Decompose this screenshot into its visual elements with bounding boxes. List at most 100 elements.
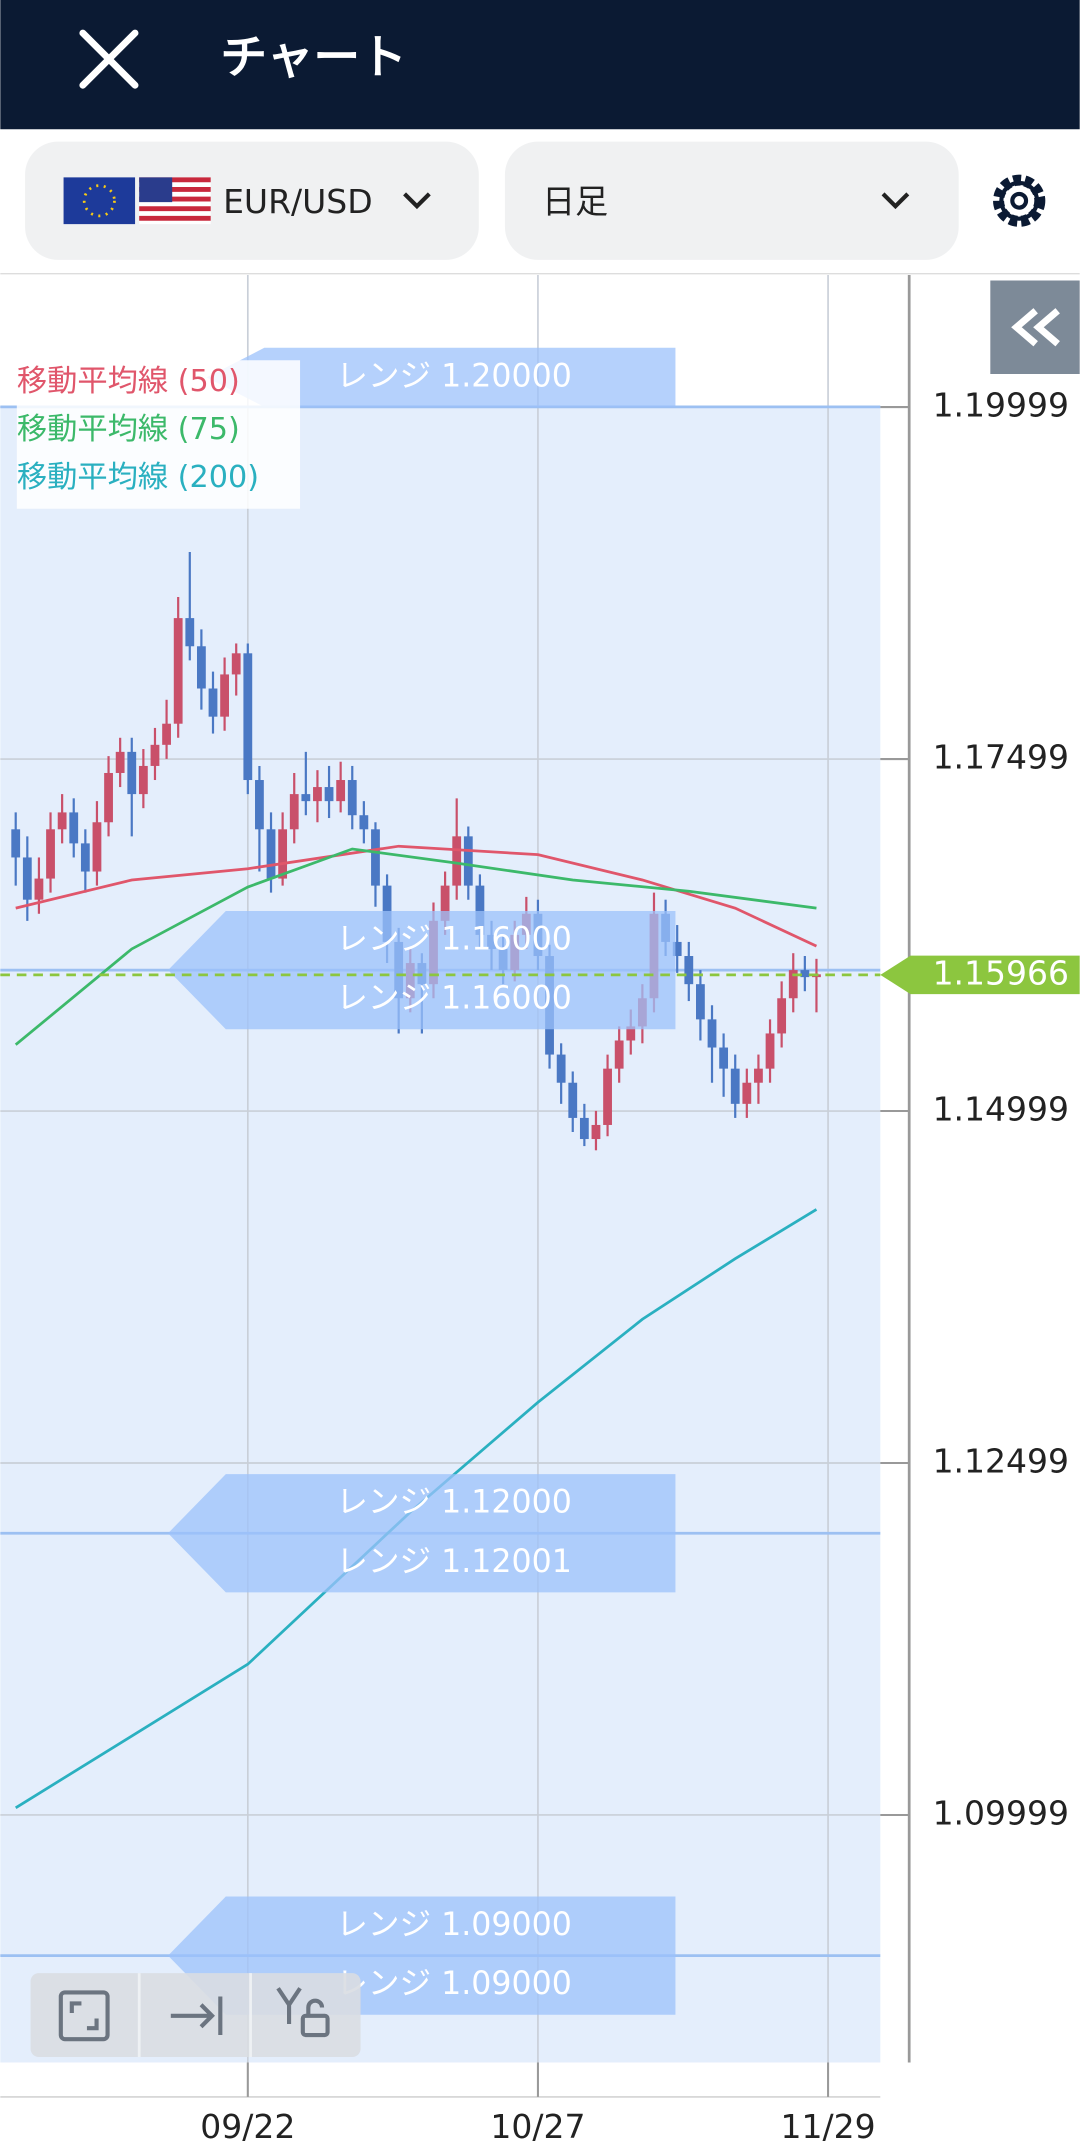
range-label: レンジ 1.09000 [336, 1907, 572, 1943]
y-tick-label: 1.14999 [933, 1090, 1069, 1129]
candle-body [719, 1047, 729, 1069]
candle-body [34, 878, 44, 900]
collapse-button[interactable] [990, 280, 1080, 375]
y-tick-label: 1.12499 [933, 1442, 1069, 1481]
candle-body [452, 836, 462, 886]
flag-canton [139, 177, 173, 203]
candle-body [568, 1082, 578, 1118]
legend-entry: 移動平均線 (75) [17, 412, 240, 447]
scroll-end-icon [170, 1996, 223, 2035]
candle-body [788, 970, 798, 999]
range-label-box [206, 347, 676, 407]
candle-body [336, 780, 346, 802]
lock-shackle [306, 1998, 325, 2016]
fit-button[interactable] [58, 1990, 110, 2042]
legend-bg [16, 360, 301, 509]
app-bar [0, 0, 1080, 130]
candle-body [57, 812, 67, 830]
bottom-tools [30, 1973, 361, 2057]
x-tick-label: 11/29 [781, 2107, 876, 2146]
candle-body [603, 1068, 612, 1125]
range-label: レンジ 1.16000 [336, 922, 572, 958]
candle-body [150, 744, 160, 766]
pair-selector[interactable] [25, 141, 479, 260]
candle-body [243, 653, 253, 781]
lock-body [300, 2013, 330, 2038]
candle-body [313, 787, 322, 802]
candle-body [127, 751, 137, 795]
fit-icon-arrows [69, 2001, 99, 2031]
candle-body [266, 829, 276, 879]
candle-body [115, 751, 125, 773]
x-tick-label: 09/22 [200, 2107, 295, 2146]
range-area [0, 407, 881, 2063]
chevron-down [403, 192, 431, 210]
fit-icon [58, 1990, 110, 2042]
candle-body [556, 1054, 566, 1083]
close-button[interactable] [79, 29, 139, 89]
candle-body [614, 1040, 624, 1069]
candle-body [359, 815, 369, 830]
candle-body [707, 1019, 717, 1048]
candle-body [730, 1068, 740, 1104]
candle-body [231, 653, 241, 675]
timeframe-label: 日足 [542, 182, 608, 221]
range-label-box [168, 1474, 676, 1593]
candle-body [301, 794, 311, 802]
candle-body [347, 780, 357, 816]
y-lock-button[interactable] [276, 1987, 330, 2038]
x-tick-label: 10/27 [490, 2107, 585, 2146]
candle-body [162, 723, 171, 745]
candle-body [185, 618, 195, 647]
eu-flag [63, 177, 136, 225]
range-label: レンジ 1.12001 [336, 1544, 572, 1580]
candle-body [104, 772, 113, 823]
collapse-icon [1011, 308, 1060, 347]
range-label: レンジ 1.09000 [336, 1966, 572, 2002]
range-label: レンジ 1.16000 [336, 981, 572, 1017]
ma-line [14, 847, 817, 1046]
app-title: チャート [220, 31, 407, 85]
candle-body [371, 829, 380, 886]
candle-body [777, 998, 787, 1034]
legend-entry: 移動平均線 (50) [17, 364, 240, 399]
y-tick-label: 1.19999 [933, 386, 1069, 425]
y-icon [276, 1987, 302, 2024]
timeframe-selector[interactable] [504, 141, 959, 260]
candle-body [684, 956, 694, 985]
candle-body [92, 822, 102, 872]
range-label: レンジ 1.12000 [336, 1485, 572, 1521]
candle-body [475, 885, 485, 935]
range-label: レンジ 1.20000 [336, 358, 572, 394]
candle-body [289, 794, 299, 830]
candle-body [46, 829, 55, 879]
current-price-tag [880, 955, 1080, 995]
candle-body [742, 1082, 752, 1104]
settings-button[interactable] [993, 174, 1046, 227]
current-price-label: 1.15966 [933, 953, 1069, 992]
ma-line [15, 844, 818, 948]
y-tick-label: 1.09999 [933, 1793, 1069, 1832]
candle-body [626, 1026, 636, 1041]
scroll-end-button[interactable] [170, 1996, 223, 2036]
candle-body [138, 765, 148, 795]
flag-stars [82, 184, 116, 218]
pair-label: EUR/USD [223, 182, 373, 221]
legend-entry: 移動平均線 (200) [17, 460, 259, 495]
gear-ring [999, 180, 1040, 221]
gear-hole [1010, 191, 1029, 210]
candle-body [324, 787, 334, 802]
candle-body [220, 674, 230, 717]
us-flag [139, 177, 211, 225]
candle-body [208, 688, 218, 717]
candle-body [173, 618, 183, 724]
candle-body [672, 941, 682, 957]
y-tick-label: 1.17499 [933, 738, 1069, 777]
legend: 移動平均線 (50) 移動平均線 (75) 移動平均線 (200) [17, 364, 259, 495]
candle-body [800, 970, 810, 978]
candle-body [696, 984, 705, 1020]
chevron-down [881, 192, 910, 210]
